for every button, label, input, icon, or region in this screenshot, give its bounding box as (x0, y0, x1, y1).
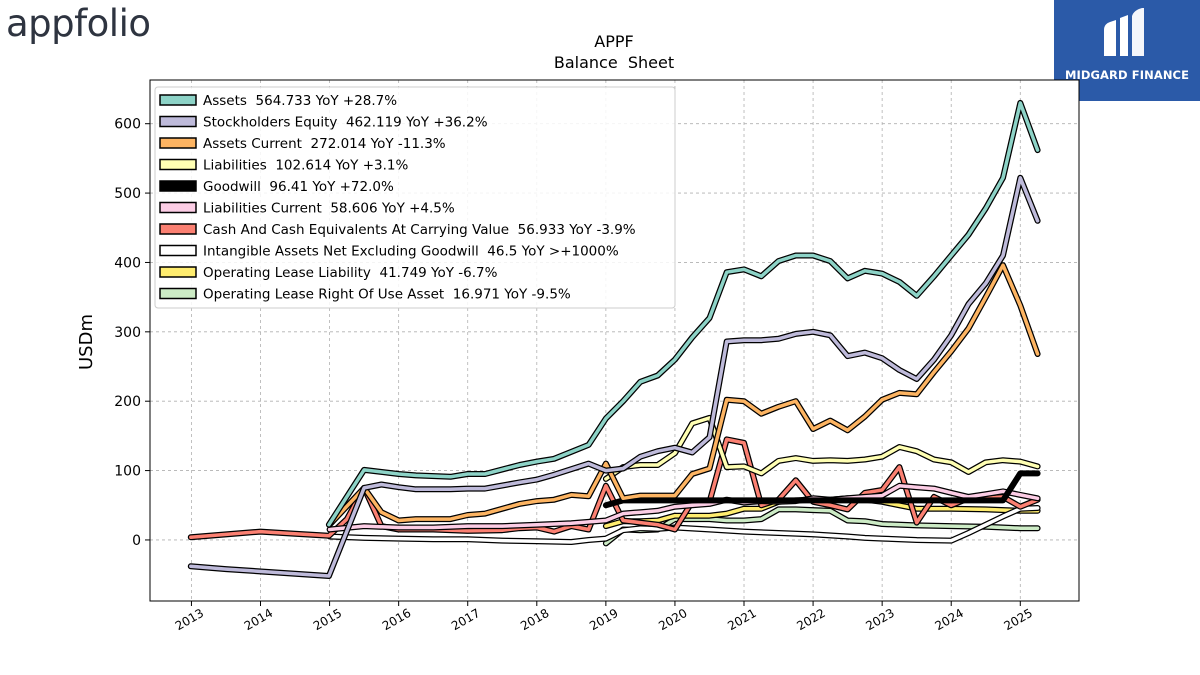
series-path (327, 263, 1040, 527)
series-line (325, 99, 1041, 528)
legend-entry: Cash And Cash Equivalents At Carrying Va… (203, 222, 636, 238)
legend-box (154, 86, 676, 309)
plot-frame (149, 79, 1080, 602)
legend-entry: Assets Current 272.014 YoY -11.3% (203, 136, 446, 152)
legend-swatch (159, 287, 197, 300)
x-tick-label: 2022 (794, 606, 827, 633)
x-tick-label: 2023 (863, 606, 896, 633)
series-line (187, 174, 1041, 579)
legend-swatch (159, 244, 197, 257)
legend-entry: Intangible Assets Net Excluding Goodwill… (203, 244, 619, 260)
y-tick-label: 200 (114, 394, 141, 410)
y-tick-label: 600 (114, 117, 141, 133)
y-tick-label: 500 (114, 186, 141, 202)
legend: Assets 564.733 YoY +28.7% Stockholders Eq… (154, 86, 676, 309)
midgard-finance-text: MIDGARD FINANCE (1064, 68, 1190, 82)
x-tick-label: 2019 (587, 606, 620, 633)
series-line (326, 262, 1041, 528)
legend-entry: Stockholders Equity 462.119 YoY +36.2% (203, 115, 488, 131)
x-tick-label: 2025 (1002, 606, 1035, 633)
legend-entry: Operating Lease Liability 41.749 YoY -6.… (203, 265, 498, 281)
x-tick-label: 2014 (242, 606, 275, 633)
x-tick-label: 2016 (380, 606, 413, 633)
legend-swatch (159, 158, 197, 171)
legend-swatch (159, 115, 197, 128)
series-path (327, 506, 1040, 544)
midgard-emblem-icon (1104, 8, 1144, 56)
y-tick-label: 0 (132, 533, 141, 549)
legend-swatch (159, 223, 197, 235)
legend-entry: Assets 564.733 YoY +28.7% (203, 93, 397, 109)
series-path (327, 101, 1040, 527)
legend-entry: Operating Lease Right Of Use Asset 16.97… (203, 287, 571, 303)
legend-swatch (159, 180, 197, 192)
appfolio-logo: appfolio (6, 2, 151, 45)
x-tick-label: 2024 (932, 606, 965, 633)
y-tick-label: 100 (114, 464, 141, 480)
legend-swatch (159, 137, 197, 149)
legend-entry: Liabilities 102.614 YoY +3.1% (203, 158, 408, 174)
legend-swatch (159, 266, 197, 278)
y-axis: 0 100 200 300 400 500 600 (114, 117, 150, 549)
series-line (326, 505, 1041, 545)
series-path (604, 471, 1040, 508)
series-line (602, 470, 1041, 509)
y-tick-label: 300 (114, 325, 141, 341)
x-tick-label: 2021 (725, 606, 758, 633)
x-tick-label: 2018 (518, 606, 551, 633)
x-axis: 2013 2014 2015 2016 2017 2018 2019 2020 2021 2022… (173, 601, 1035, 633)
legend-swatch (159, 94, 197, 106)
y-tick-label: 400 (114, 255, 141, 271)
x-tick-label: 2013 (173, 606, 206, 633)
y-axis-label: USDm (76, 314, 97, 370)
legend-swatch (159, 201, 197, 214)
series-path (189, 176, 1040, 578)
x-tick-label: 2015 (311, 606, 344, 633)
legend-entry: Goodwill 96.41 YoY +72.0% (203, 179, 394, 195)
chart-title: APPF (594, 32, 633, 51)
x-tick-label: 2020 (656, 606, 689, 633)
series-lines (187, 99, 1041, 579)
x-tick-label: 2017 (449, 606, 482, 633)
chart-subtitle: Balance Sheet (554, 53, 674, 72)
legend-entry: Liabilities Current 58.606 YoY +4.5% (203, 201, 455, 217)
